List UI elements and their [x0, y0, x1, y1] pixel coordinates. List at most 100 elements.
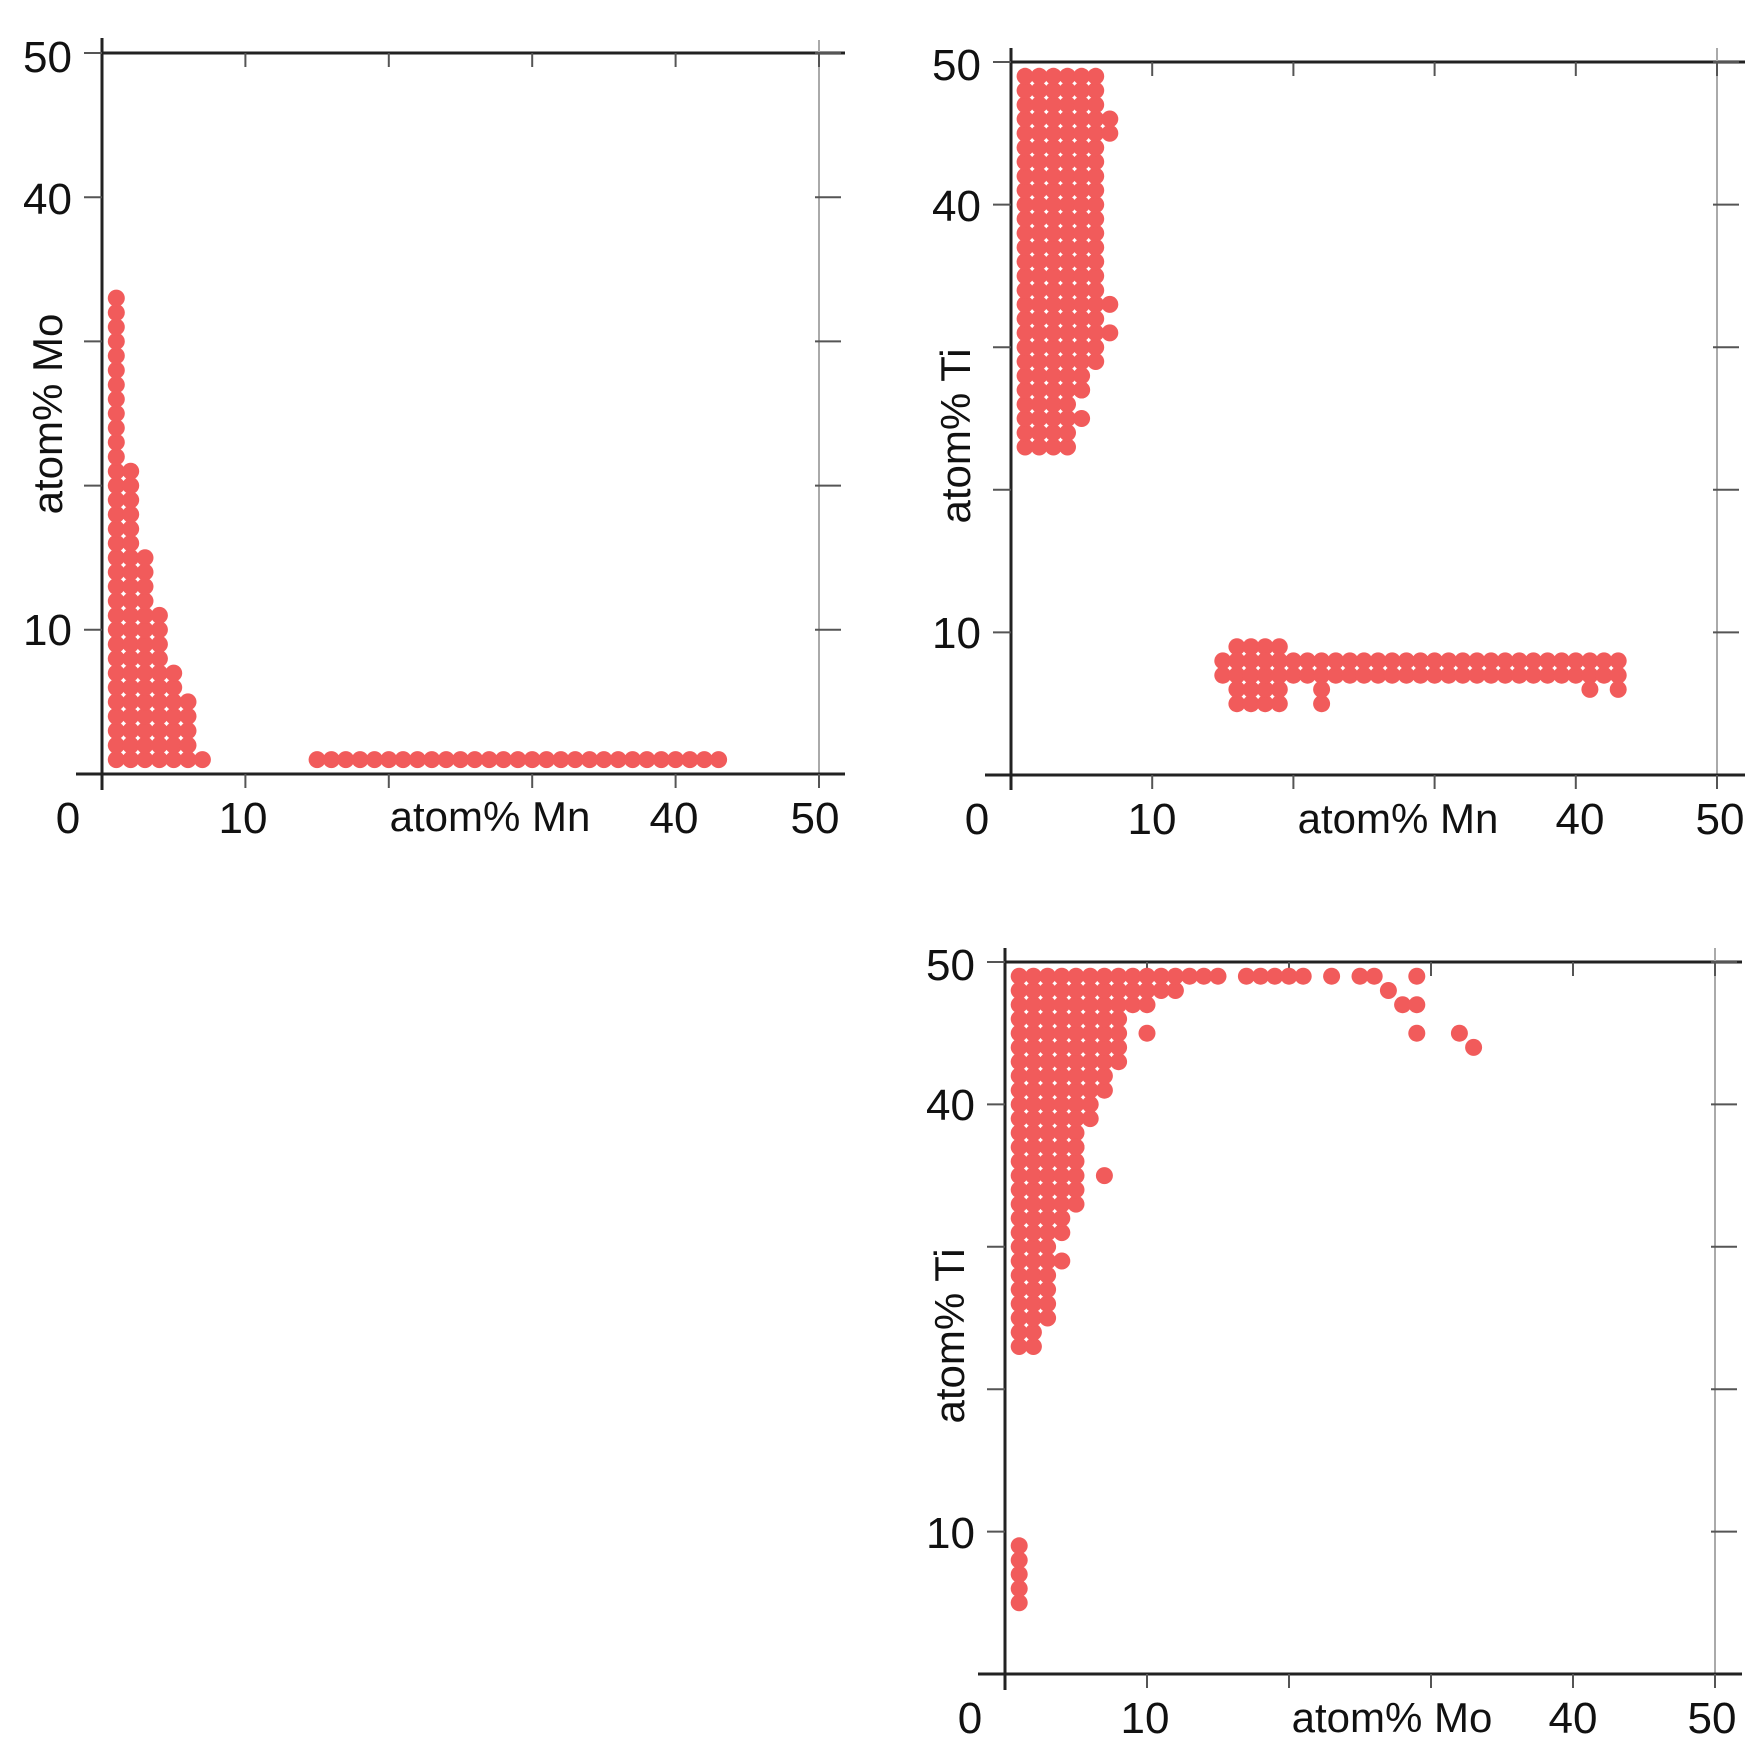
- data-point: [1059, 338, 1076, 356]
- data-point: [1067, 1181, 1085, 1199]
- data-point: [107, 448, 125, 466]
- data-point: [1059, 224, 1076, 242]
- data-point: [1030, 181, 1048, 199]
- data-point: [1539, 666, 1557, 684]
- data-point: [122, 736, 140, 754]
- data-point: [122, 563, 140, 581]
- data-point: [1595, 666, 1613, 684]
- data-point: [1044, 381, 1062, 399]
- data-point: [1024, 1323, 1042, 1341]
- data-point: [1016, 395, 1034, 413]
- data-point: [1053, 1110, 1071, 1128]
- data-point: [1228, 652, 1246, 670]
- data-point: [1567, 652, 1585, 670]
- data-point: [107, 679, 125, 696]
- data-point: [1138, 996, 1156, 1014]
- data-point: [107, 419, 125, 437]
- data-point: [1016, 196, 1034, 214]
- data-point: [1010, 1138, 1028, 1156]
- data-point: [1039, 1281, 1057, 1298]
- data-point: [136, 621, 154, 639]
- data-point: [107, 505, 125, 523]
- data-point: [1044, 395, 1062, 413]
- data-point: [1095, 1167, 1113, 1185]
- data-point: [1270, 638, 1288, 656]
- data-point: [1016, 253, 1034, 271]
- data-point: [1138, 982, 1156, 999]
- data-point: [1067, 1067, 1085, 1085]
- data-point: [1024, 1295, 1042, 1313]
- data-point: [1010, 1323, 1028, 1341]
- data-point: [1284, 666, 1302, 684]
- data-point: [1024, 1095, 1042, 1113]
- data-point: [1016, 324, 1034, 342]
- data-point: [136, 736, 154, 754]
- data-point: [1016, 424, 1034, 442]
- data-point: [136, 722, 154, 740]
- data-point: [1087, 82, 1105, 99]
- data-point: [1030, 224, 1048, 242]
- data-point: [1468, 666, 1486, 684]
- data-point: [1383, 666, 1401, 684]
- data-point: [150, 621, 168, 639]
- data-point: [1039, 1152, 1057, 1170]
- data-point: [1044, 67, 1062, 85]
- data-point: [107, 549, 125, 567]
- data-point: [1242, 652, 1260, 670]
- data-point: [1010, 1067, 1028, 1085]
- data-point: [1030, 281, 1048, 299]
- data-point: [1095, 1053, 1113, 1071]
- data-point: [1073, 281, 1091, 299]
- data-point: [1044, 438, 1062, 456]
- data-point: [1073, 295, 1091, 313]
- data-point: [609, 751, 627, 769]
- data-point: [1030, 196, 1048, 214]
- data-point: [1067, 1110, 1085, 1128]
- data-point: [1024, 1010, 1042, 1028]
- data-point: [107, 462, 125, 480]
- data-point: [1228, 695, 1246, 713]
- data-point: [1059, 267, 1076, 285]
- data-point: [1228, 666, 1246, 684]
- data-point: [1016, 124, 1034, 142]
- data-point: [1095, 967, 1113, 985]
- data-point: [107, 405, 125, 422]
- data-point: [1408, 967, 1426, 985]
- data-point: [624, 751, 642, 769]
- data-point: [107, 289, 125, 307]
- data-point: [1609, 652, 1627, 670]
- data-point: [1095, 1067, 1113, 1085]
- data-point: [1440, 666, 1458, 684]
- data-point: [1412, 666, 1429, 684]
- y-tick-label: 50: [932, 41, 981, 90]
- data-point: [1024, 996, 1042, 1014]
- data-point: [1369, 666, 1387, 684]
- data-point: [1030, 124, 1048, 142]
- data-point: [107, 491, 125, 509]
- data-point: [1166, 982, 1184, 999]
- data-point: [1595, 652, 1613, 670]
- data-point: [136, 606, 154, 624]
- data-point: [1101, 124, 1119, 142]
- data-point: [1044, 153, 1062, 171]
- data-point: [1010, 1195, 1028, 1213]
- data-point: [165, 707, 183, 725]
- data-point: [1181, 967, 1199, 985]
- data-point: [1482, 666, 1500, 684]
- y-tick-label: 50: [23, 33, 72, 82]
- data-point: [1087, 253, 1105, 271]
- data-point: [1124, 982, 1142, 999]
- data-point: [1087, 224, 1105, 242]
- data-point: [380, 751, 398, 769]
- data-point: [1053, 1038, 1071, 1056]
- data-point: [1081, 1010, 1099, 1028]
- data-point: [1256, 652, 1274, 670]
- data-point: [1044, 367, 1062, 385]
- data-point: [1039, 1010, 1057, 1028]
- data-point: [122, 722, 140, 740]
- data-point: [1581, 680, 1599, 698]
- data-point: [1024, 1038, 1042, 1056]
- data-point: [1053, 1124, 1071, 1142]
- data-point: [1030, 438, 1048, 456]
- data-point: [1059, 367, 1076, 385]
